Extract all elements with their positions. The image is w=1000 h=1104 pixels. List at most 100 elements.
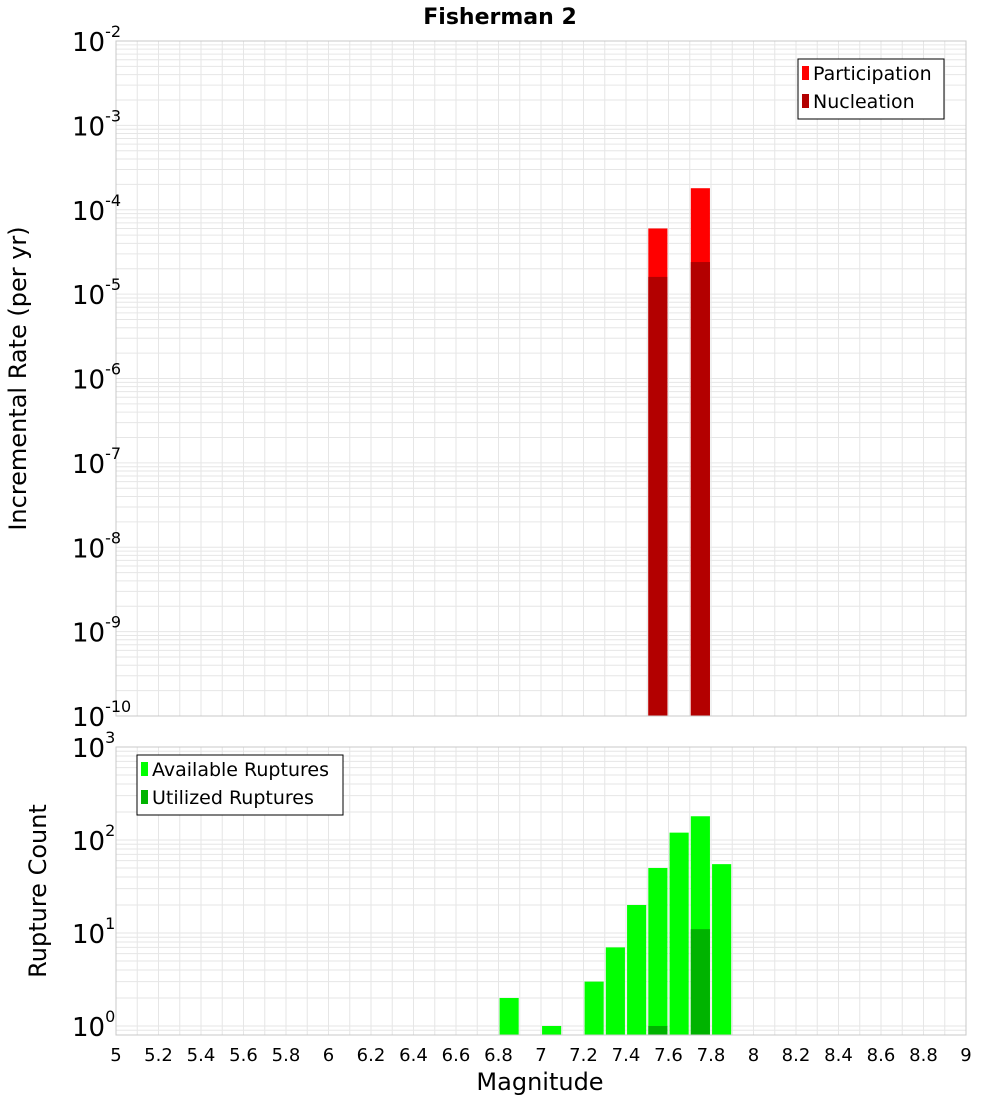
y-tick-label: 10-8	[72, 528, 121, 564]
x-tick-label: 7.8	[697, 1045, 726, 1066]
legend-entry: Utilized Ruptures	[152, 787, 314, 809]
y-tick-label: 101	[72, 914, 115, 950]
x-tick-label: 8.6	[867, 1045, 896, 1066]
y-tick-exponent: -6	[105, 360, 121, 379]
x-tick-label: 7.4	[612, 1045, 641, 1066]
y-axis-label: Rupture Count	[24, 804, 52, 978]
y-tick-exponent: -7	[105, 444, 121, 463]
x-tick-label: 5.8	[272, 1045, 301, 1066]
y-tick-exponent: -8	[105, 528, 121, 547]
x-tick-label: 7	[535, 1045, 546, 1066]
x-tick-label: 5.6	[229, 1045, 258, 1066]
y-tick-exponent: 2	[105, 821, 115, 840]
bar	[542, 1025, 562, 1035]
legend-swatch	[141, 762, 148, 776]
y-tick-exponent: -9	[105, 613, 121, 632]
chart-title: Fisherman 2	[423, 5, 577, 30]
legend-box	[797, 58, 945, 120]
x-tick-label: 9	[960, 1045, 971, 1066]
legend-swatch	[802, 94, 809, 108]
y-tick-label: 10-10	[72, 697, 131, 733]
plot-frame	[115, 40, 967, 717]
y-tick-base: 10	[72, 197, 105, 227]
bar	[627, 904, 647, 1035]
y-tick-exponent: -10	[105, 697, 131, 716]
x-axis: 5 5.2 5.4 5.6 5.8 6 6.2 6.4 6.6 6.8 7 7.2 7.4 7.6 7.8 8…	[110, 1045, 971, 1066]
y-tick-exponent: 1	[105, 914, 115, 933]
y-tick-base: 10	[72, 534, 105, 564]
bars	[648, 188, 710, 717]
legend-entry: Participation	[813, 63, 932, 85]
y-tick-base: 10	[72, 281, 105, 311]
x-tick-label: 7.6	[654, 1045, 683, 1066]
x-tick-label: 5.2	[144, 1045, 173, 1066]
x-tick-label: 6.6	[442, 1045, 471, 1066]
bar	[605, 947, 625, 1035]
legend: Participation Nucleation	[797, 58, 945, 120]
x-tick-label: 8.8	[909, 1045, 938, 1066]
bar	[584, 981, 604, 1035]
grid	[115, 40, 967, 717]
bar	[499, 997, 519, 1035]
x-tick-label: 8.4	[824, 1045, 853, 1066]
y-tick-base: 10	[72, 827, 105, 857]
y-tick-label: 10-3	[72, 106, 121, 142]
y-tick-label: 10-6	[72, 360, 121, 396]
x-axis-label: Magnitude	[476, 1068, 603, 1096]
bar	[648, 276, 668, 716]
bar	[669, 832, 689, 1035]
y-tick-label: 102	[72, 821, 115, 857]
x-tick-label: 6	[323, 1045, 334, 1066]
x-tick-label: 8.2	[782, 1045, 811, 1066]
legend-entry: Nucleation	[813, 91, 915, 113]
y-tick-base: 10	[72, 920, 105, 950]
bar	[648, 867, 668, 1035]
x-tick-label: 6.8	[484, 1045, 513, 1066]
x-tick-label: 6.2	[357, 1045, 386, 1066]
y-tick-base: 10	[72, 734, 105, 764]
y-tick-label: 10-2	[72, 22, 121, 58]
y-tick-label: 103	[72, 728, 115, 764]
x-tick-label: 7.2	[569, 1045, 598, 1066]
y-tick-base: 10	[72, 366, 105, 396]
rate-panel: 10-1010-910-810-710-610-510-410-310-2Inc…	[4, 22, 967, 733]
x-tick-label: 5	[110, 1045, 121, 1066]
y-tick-exponent: 0	[105, 1007, 115, 1026]
bar	[690, 929, 710, 1035]
bar	[648, 1025, 668, 1035]
y-tick-base: 10	[72, 1013, 105, 1043]
bar	[690, 262, 710, 716]
y-tick-base: 10	[72, 450, 105, 480]
x-tick-label: 6.4	[399, 1045, 428, 1066]
y-tick-label: 10-4	[72, 191, 121, 227]
y-tick-base: 10	[72, 703, 105, 733]
y-tick-exponent: -4	[105, 191, 121, 210]
y-tick-base: 10	[72, 619, 105, 649]
x-tick-label: 5.4	[187, 1045, 216, 1066]
bars	[499, 816, 732, 1035]
y-tick-exponent: -2	[105, 22, 121, 41]
y-tick-base: 10	[72, 112, 105, 142]
y-tick-label: 10-9	[72, 613, 121, 649]
legend-box	[136, 754, 344, 816]
legend-swatch	[141, 790, 148, 804]
bar	[712, 864, 732, 1035]
y-axis-label: Incremental Rate (per yr)	[4, 226, 32, 530]
y-tick-exponent: -3	[105, 106, 121, 125]
legend: Available Ruptures Utilized Ruptures	[136, 754, 344, 816]
x-tick-label: 8	[748, 1045, 759, 1066]
y-tick-label: 10-7	[72, 444, 121, 480]
y-tick-base: 10	[72, 28, 105, 58]
y-tick-exponent: -5	[105, 275, 121, 294]
y-tick-label: 10-5	[72, 275, 121, 311]
y-tick-label: 100	[72, 1007, 115, 1043]
legend-entry: Available Ruptures	[152, 759, 329, 781]
y-tick-exponent: 3	[105, 728, 115, 747]
legend-swatch	[802, 66, 809, 80]
plot-frame	[115, 746, 967, 1036]
